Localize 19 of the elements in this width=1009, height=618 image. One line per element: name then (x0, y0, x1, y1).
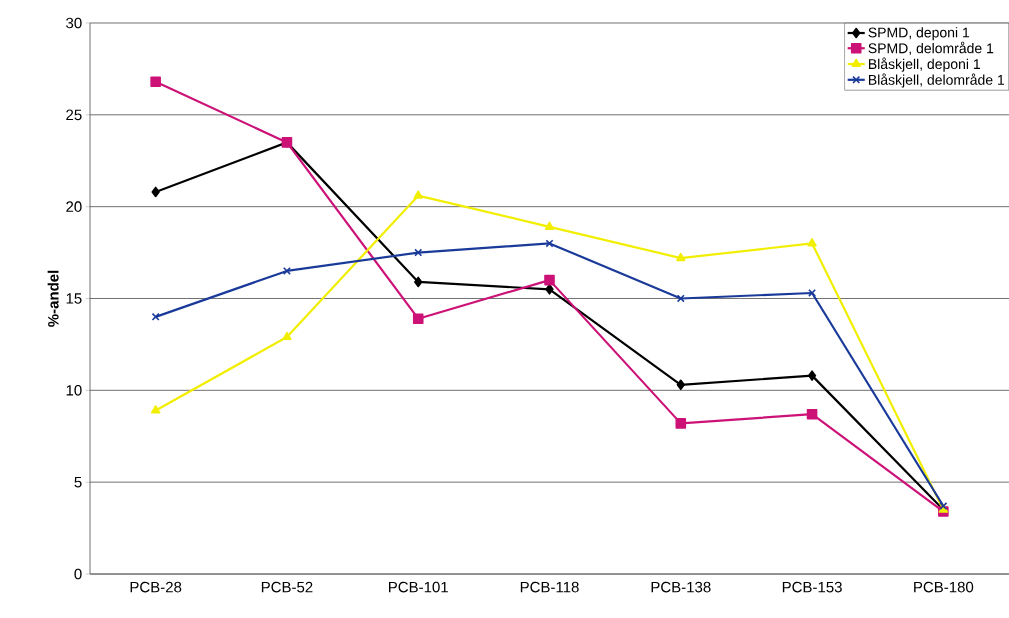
x-tick-label: PCB-138 (651, 581, 711, 593)
legend-label: Blåskjell, delområde 1 (868, 73, 1005, 88)
y-tick-label: 10 (66, 385, 82, 396)
legend-label: SPMD, delområde 1 (868, 41, 994, 55)
y-tick-label: 5 (74, 476, 82, 488)
x-tick-label: PCB-101 (389, 581, 448, 593)
x-tick-label: PCB-180 (914, 581, 974, 593)
y-tick-label: 25 (66, 109, 82, 121)
legend-label: SPMD, deponi 1 (868, 27, 970, 41)
legend-label: Blåskjell, deponi 1 (868, 57, 980, 72)
y-tick-label: 0 (74, 568, 82, 580)
y-tick-label: 30 (66, 17, 82, 29)
x-tick-label: PCB-52 (261, 581, 313, 593)
y-tick-label: 20 (66, 201, 82, 212)
y-tick-label: 15 (66, 293, 82, 304)
x-tick-label: PCB-28 (130, 581, 182, 593)
x-tick-label: PCB-118 (520, 581, 579, 593)
x-tick-label: PCB-153 (782, 581, 842, 593)
y-axis-title: %-andel (47, 270, 59, 327)
